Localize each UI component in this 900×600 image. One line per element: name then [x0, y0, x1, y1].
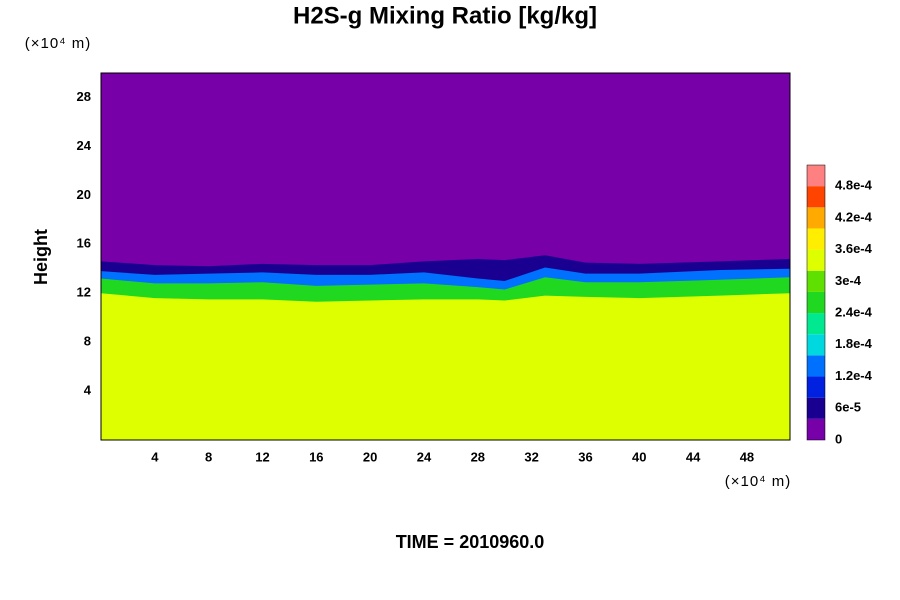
colorbar-swatch: [807, 355, 825, 377]
chart-title: H2S-g Mixing Ratio [kg/kg]: [293, 2, 597, 29]
plot-frame: [100, 72, 791, 441]
contour-band: [101, 293, 790, 440]
y-tick-label: 4: [84, 383, 92, 398]
x-tick-label: 44: [686, 449, 701, 464]
y-tick-label: 28: [77, 89, 91, 104]
colorbar-swatch: [807, 334, 825, 356]
colorbar-tick-label: 0: [835, 431, 842, 446]
x-tick-label: 32: [524, 449, 538, 464]
x-tick-label: 16: [309, 449, 323, 464]
colorbar-swatch: [807, 313, 825, 335]
x-tick-label: 40: [632, 449, 646, 464]
x-tick-label: 48: [740, 449, 754, 464]
y-unit-label: (×10⁴ m): [25, 35, 92, 52]
colorbar-swatch: [807, 291, 825, 314]
x-tick-label: 20: [363, 449, 377, 464]
colorbar-tick-label: 3e-4: [835, 273, 862, 288]
colorbar-tick-label: 1.8e-4: [835, 336, 873, 351]
x-tick-label: 36: [578, 449, 592, 464]
colorbar-swatch: [807, 376, 825, 398]
colorbar-tick-label: 1.2e-4: [835, 368, 873, 383]
colorbar-swatch: [807, 186, 825, 208]
y-tick-label: 8: [84, 334, 91, 349]
colorbar-swatch: [807, 165, 825, 187]
colorbar-swatch: [807, 249, 825, 271]
colorbar-tick-label: 4.8e-4: [835, 178, 873, 193]
x-tick-label: 12: [255, 449, 269, 464]
y-tick-label: 24: [77, 138, 92, 153]
colorbar-tick-label: 2.4e-4: [835, 305, 873, 320]
time-label: TIME = 2010960.0: [396, 532, 545, 552]
y-tick-label: 16: [77, 236, 91, 251]
colorbar-swatch: [807, 270, 825, 292]
x-tick-label: 24: [417, 449, 432, 464]
x-tick-label: 8: [205, 449, 212, 464]
y-tick-label: 12: [77, 285, 91, 300]
x-tick-label: 4: [151, 449, 159, 464]
colorbar-tick-label: 4.2e-4: [835, 209, 873, 224]
colorbar-tick-label: 3.6e-4: [835, 241, 873, 256]
colorbar-swatch: [807, 418, 825, 440]
colorbar-swatch: [807, 397, 825, 419]
colorbar-frame: [806, 164, 826, 441]
y-axis-label: Height: [31, 229, 51, 285]
colorbar-tick-label: 6e-5: [835, 400, 861, 415]
x-tick-label: 28: [471, 449, 485, 464]
x-unit-label: (×10⁴ m): [725, 473, 792, 490]
colorbar-swatch: [807, 228, 825, 250]
colorbar-swatch: [807, 207, 825, 229]
y-tick-label: 20: [77, 187, 91, 202]
